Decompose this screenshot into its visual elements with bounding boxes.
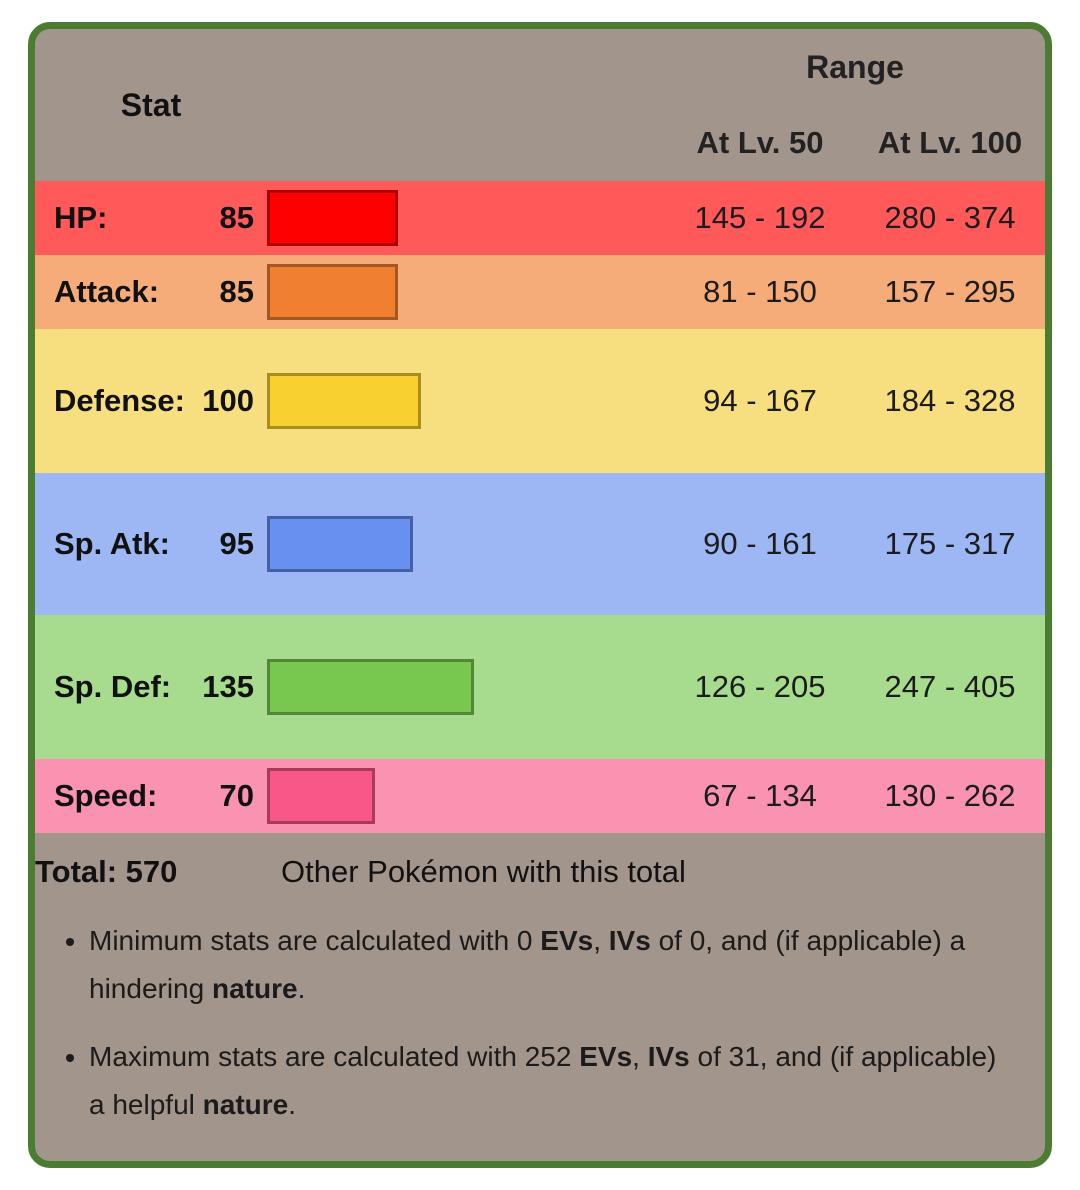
- range-lv100: 247 - 405: [855, 615, 1045, 759]
- stat-bar: [267, 516, 413, 572]
- range-lv50: 94 - 167: [665, 329, 855, 473]
- stat-label-cell: Sp. Atk: 95: [35, 473, 267, 615]
- range-lv100: 157 - 295: [855, 255, 1045, 329]
- stat-value: 135: [202, 668, 254, 704]
- note-text: Minimum stats are calculated with 0: [89, 925, 541, 956]
- stat-label-cell: Speed: 70: [35, 759, 267, 833]
- stat-notes-list: Minimum stats are calculated with 0 EVs,…: [55, 917, 1019, 1130]
- total-label: Total: 570: [35, 833, 267, 911]
- range-lv100: 280 - 374: [855, 181, 1045, 255]
- ivs-link[interactable]: IVs: [647, 1041, 690, 1073]
- stat-bar: [267, 264, 398, 320]
- header-row-levels: At Lv. 50 At Lv. 100: [35, 105, 1045, 181]
- header-bar-spacer: [267, 29, 665, 181]
- stat-bar-cell: [267, 329, 665, 473]
- stat-value: 85: [219, 273, 254, 309]
- note-text: ,: [632, 1041, 648, 1073]
- total-link-cell: Other Pokémon with this total: [267, 833, 1045, 911]
- list-item: Minimum stats are calculated with 0 EVs,…: [89, 917, 1019, 1013]
- header-at-lv-50: At Lv. 50: [696, 125, 824, 160]
- header-range: Range: [806, 48, 904, 85]
- stat-value: 70: [219, 777, 254, 813]
- stat-bar-cell: [267, 181, 665, 255]
- stat-bar-cell: [267, 473, 665, 615]
- header-row-range: Stat Range: [35, 29, 1045, 123]
- stat-bar-cell: [267, 759, 665, 833]
- pokemon-stats-card: Stat Range At Lv. 50 At Lv. 100 HP: 85: [28, 22, 1052, 1168]
- range-lv50: 67 - 134: [665, 759, 855, 833]
- table-row: HP: 85 145 - 192 280 - 374: [35, 181, 1045, 255]
- table-row: Attack: 85 81 - 150 157 - 295: [35, 255, 1045, 329]
- stat-label-cell: HP: 85: [35, 181, 267, 255]
- range-lv50: 145 - 192: [665, 181, 855, 255]
- stat-label-cell: Attack: 85: [35, 255, 267, 329]
- evs-link[interactable]: EVs: [579, 1041, 633, 1073]
- stat-name: Sp. Def:: [54, 668, 172, 704]
- stat-name: Sp. Atk:: [54, 525, 170, 561]
- stat-bar: [267, 373, 421, 429]
- stat-notes: Minimum stats are calculated with 0 EVs,…: [35, 911, 1045, 1144]
- stat-name: HP:: [54, 199, 108, 235]
- table-row: Defense: 100 94 - 167 184 - 328: [35, 329, 1045, 473]
- stats-table: Stat Range At Lv. 50 At Lv. 100 HP: 85: [35, 29, 1045, 911]
- stat-label-cell: Sp. Def: 135: [35, 615, 267, 759]
- stat-name: Attack:: [54, 273, 160, 309]
- stat-bar: [267, 768, 375, 824]
- note-text: of 0, and (if applicable) a hindering: [89, 925, 966, 1005]
- range-lv50: 90 - 161: [665, 473, 855, 615]
- note-text: of 31, and (if applicable) a helpful: [89, 1041, 997, 1121]
- table-row: Sp. Atk: 95 90 - 161 175 - 317: [35, 473, 1045, 615]
- nature-link[interactable]: nature: [211, 973, 298, 1005]
- stat-name: Speed:: [54, 777, 158, 813]
- stat-bar-cell: [267, 615, 665, 759]
- stats-table-header: Stat Range At Lv. 50 At Lv. 100: [35, 29, 1045, 181]
- table-row: Sp. Def: 135 126 - 205 247 - 405: [35, 615, 1045, 759]
- note-text: ,: [593, 925, 609, 956]
- note-text: .: [288, 1089, 296, 1121]
- range-lv50: 126 - 205: [665, 615, 855, 759]
- stat-value: 100: [202, 382, 254, 418]
- range-lv50: 81 - 150: [665, 255, 855, 329]
- list-item: Maximum stats are calculated with 252 EV…: [89, 1033, 1019, 1129]
- header-stat: Stat: [120, 86, 182, 123]
- stat-name: Defense:: [54, 382, 185, 418]
- range-lv100: 130 - 262: [855, 759, 1045, 833]
- stat-bar-cell: [267, 255, 665, 329]
- table-row: Speed: 70 67 - 134 130 - 262: [35, 759, 1045, 833]
- note-text: .: [297, 973, 306, 1005]
- stat-value: 95: [219, 525, 254, 561]
- stat-bar: [267, 190, 398, 246]
- stats-table-body: HP: 85 145 - 192 280 - 374 Attack: 85: [35, 181, 1045, 911]
- total-row: Total: 570 Other Pokémon with this total: [35, 833, 1045, 911]
- stat-label-cell: Defense: 100: [35, 329, 267, 473]
- evs-link[interactable]: EVs: [540, 925, 594, 956]
- range-lv100: 184 - 328: [855, 329, 1045, 473]
- note-text: Maximum stats are calculated with 252: [89, 1041, 580, 1073]
- stat-bar: [267, 659, 474, 715]
- stat-value: 85: [219, 199, 254, 235]
- header-at-lv-100: At Lv. 100: [877, 125, 1023, 160]
- other-pokemon-with-this-total-link[interactable]: Other Pokémon with this total: [281, 854, 686, 889]
- range-lv100: 175 - 317: [855, 473, 1045, 615]
- ivs-link[interactable]: IVs: [608, 925, 651, 956]
- nature-link[interactable]: nature: [202, 1089, 289, 1121]
